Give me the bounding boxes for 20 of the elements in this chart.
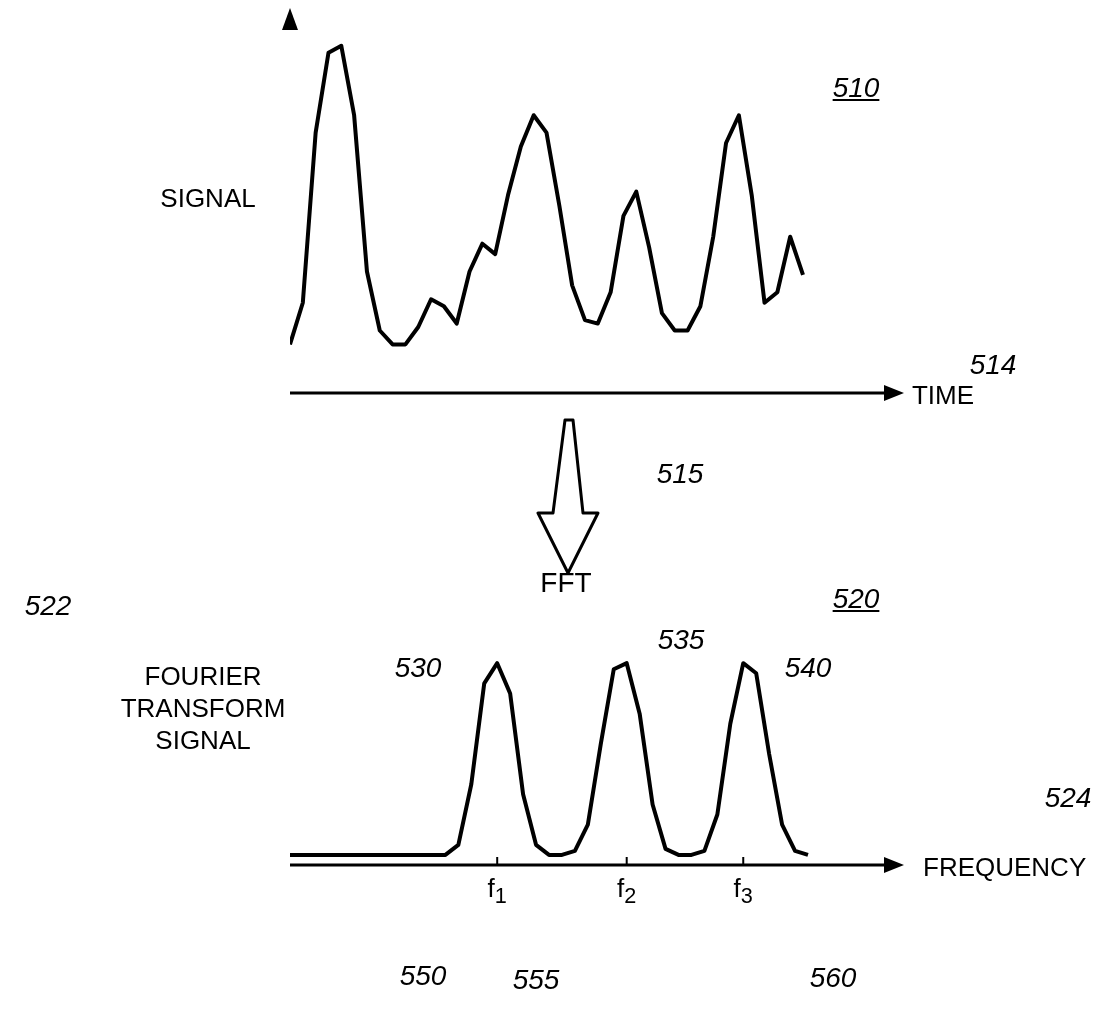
annotation: 540 [783, 652, 833, 684]
text: 535 [656, 624, 706, 656]
text: 514 [968, 349, 1018, 381]
text: 515 [655, 458, 705, 490]
x-tick-label: f$_{3}$ [732, 873, 754, 910]
y-axis-title: FOURIER TRANSFORM SIGNAL [119, 660, 287, 756]
x-axis-title: FREQUENCY [923, 852, 1087, 883]
text: 520 [831, 583, 881, 615]
text: 524 [1043, 782, 1093, 814]
text: 550 [398, 960, 448, 992]
text: 522 [23, 590, 73, 622]
y-axis-title: SIGNAL [159, 182, 257, 214]
text: 510 [831, 72, 881, 104]
text: 555 [511, 964, 561, 996]
annotation: 530 [393, 652, 443, 684]
text: 560 [808, 962, 858, 994]
x-tick-label: f$_{1}$ [486, 873, 508, 910]
x-axis-title: TIME [910, 380, 976, 411]
text: FFT [539, 567, 593, 599]
x-tick-label: f$_{2}$ [616, 873, 638, 910]
